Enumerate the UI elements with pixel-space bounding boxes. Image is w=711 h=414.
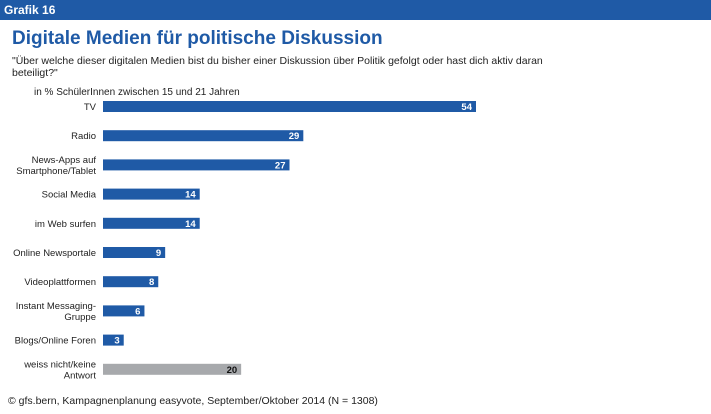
category-label-9: weiss nicht/keine Antwort (23, 359, 96, 381)
figure-label: Grafik 16 (0, 0, 711, 20)
category-label-4: im Web surfen (35, 219, 96, 230)
bar-value-label-9: 20 (227, 365, 238, 376)
category-label-6: Videoplattformen (24, 277, 96, 288)
bar-1 (103, 130, 304, 142)
chart-subtitle: "Über welche dieser digitalen Medien bis… (12, 55, 543, 79)
bar-7 (103, 305, 145, 317)
bar-value-label-3: 14 (185, 190, 196, 201)
bar-9 (103, 363, 242, 375)
bar-value-label-7: 6 (135, 306, 140, 317)
category-label-0: TV (84, 102, 97, 113)
unit-label: in % SchülerInnen zwischen 15 und 21 Jah… (34, 87, 240, 98)
bar-value-label-1: 29 (289, 131, 300, 142)
bar-6 (103, 276, 159, 288)
source-note: © gfs.bern, Kampagnenplanung easyvote, S… (8, 395, 378, 407)
bar-value-label-5: 9 (156, 248, 161, 259)
category-label-8: Blogs/Online Foren (15, 336, 96, 347)
bar-5 (103, 247, 166, 258)
bar-3 (103, 188, 200, 200)
bar-2 (103, 159, 290, 171)
category-label-7: Instant Messaging-Gruppe (16, 301, 96, 323)
bar-value-label-0: 54 (461, 102, 472, 113)
bar-value-label-6: 8 (149, 277, 154, 288)
category-label-5: Online Newsportale (13, 248, 96, 259)
bar-4 (103, 217, 200, 229)
category-label-3: Social Media (42, 190, 97, 201)
chart-title: Digitale Medien für politische Diskussio… (12, 28, 383, 49)
bar-value-label-8: 3 (114, 336, 119, 347)
bar-0 (103, 101, 476, 112)
category-label-1: Radio (71, 131, 96, 142)
bar-value-label-4: 14 (185, 219, 196, 230)
category-label-2: News-Apps auf Smartphone/Tablet (16, 155, 96, 177)
bar-8 (103, 334, 124, 346)
bar-value-label-2: 27 (275, 160, 286, 171)
